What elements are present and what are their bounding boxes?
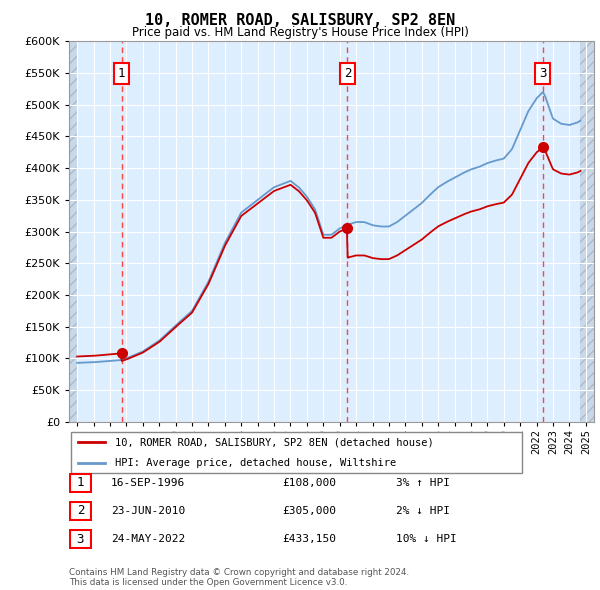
Text: 3: 3 [539,67,547,80]
Text: £108,000: £108,000 [282,478,336,487]
Text: 3% ↑ HPI: 3% ↑ HPI [396,478,450,487]
Text: 2% ↓ HPI: 2% ↓ HPI [396,506,450,516]
Text: 3: 3 [77,533,84,546]
Text: 23-JUN-2010: 23-JUN-2010 [111,506,185,516]
FancyBboxPatch shape [70,474,91,491]
Text: 2: 2 [77,504,84,517]
Text: 10, ROMER ROAD, SALISBURY, SP2 8EN (detached house): 10, ROMER ROAD, SALISBURY, SP2 8EN (deta… [115,437,433,447]
Text: £433,150: £433,150 [282,535,336,544]
Text: 10, ROMER ROAD, SALISBURY, SP2 8EN: 10, ROMER ROAD, SALISBURY, SP2 8EN [145,13,455,28]
FancyBboxPatch shape [70,502,91,520]
Bar [580,41,594,422]
Text: 1: 1 [118,67,125,80]
Text: HPI: Average price, detached house, Wiltshire: HPI: Average price, detached house, Wilt… [115,458,396,468]
Text: 16-SEP-1996: 16-SEP-1996 [111,478,185,487]
FancyBboxPatch shape [71,432,522,473]
Text: Contains HM Land Registry data © Crown copyright and database right 2024.
This d: Contains HM Land Registry data © Crown c… [69,568,409,587]
Text: 2: 2 [344,67,351,80]
Text: 24-MAY-2022: 24-MAY-2022 [111,535,185,544]
FancyBboxPatch shape [70,530,91,548]
Text: 1: 1 [77,476,84,489]
Text: Price paid vs. HM Land Registry's House Price Index (HPI): Price paid vs. HM Land Registry's House … [131,26,469,39]
Text: £305,000: £305,000 [282,506,336,516]
Text: 10% ↓ HPI: 10% ↓ HPI [396,535,457,544]
Bar [69,41,77,422]
